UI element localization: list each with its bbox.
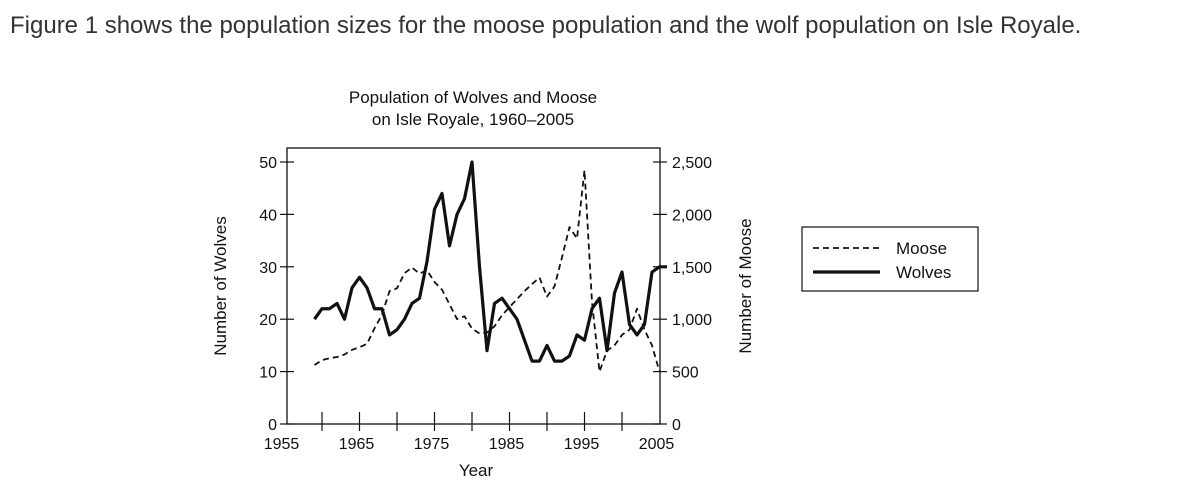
legend-label-moose: Moose [896, 239, 947, 258]
y-right-tick-label: 2,000 [672, 207, 712, 224]
y-right-tick-label: 500 [672, 365, 699, 382]
x-tick-label: 1975 [414, 436, 450, 453]
x-tick-label: 2005 [639, 436, 675, 453]
y-left-tick-label: 10 [259, 365, 277, 382]
y-right-axis-label: Number of Moose [736, 218, 755, 353]
y-left-tick-label: 30 [259, 260, 277, 277]
x-tick-label: 1985 [489, 436, 525, 453]
x-tick-label: 1995 [564, 436, 600, 453]
chart-title-line: Population of Wolves and Moose [349, 88, 597, 107]
y-right-tick-label: 1,500 [672, 260, 712, 277]
chart-title-line: on Isle Royale, 1960–2005 [372, 110, 574, 129]
y-right-tick-label: 0 [672, 417, 681, 434]
y-left-tick-label: 40 [259, 207, 277, 224]
legend-label-wolves: Wolves [896, 263, 951, 282]
y-right-tick-label: 2,500 [672, 155, 712, 172]
x-axis-label: Year [459, 461, 494, 480]
legend-box [801, 226, 979, 292]
y-left-axis-label: Number of Wolves [211, 216, 230, 356]
series-line-wolves [313, 160, 667, 363]
y-right-tick-label: 1,000 [672, 312, 712, 329]
intro-paragraph: Figure 1 shows the population sizes for … [10, 12, 1082, 39]
x-tick-label: 1965 [339, 436, 375, 453]
y-left-tick-label: 0 [268, 417, 277, 434]
y-left-tick-label: 20 [259, 312, 277, 329]
x-tick-label: 1955 [264, 436, 300, 453]
y-left-tick-label: 50 [259, 155, 277, 172]
plot-frame [286, 147, 661, 425]
